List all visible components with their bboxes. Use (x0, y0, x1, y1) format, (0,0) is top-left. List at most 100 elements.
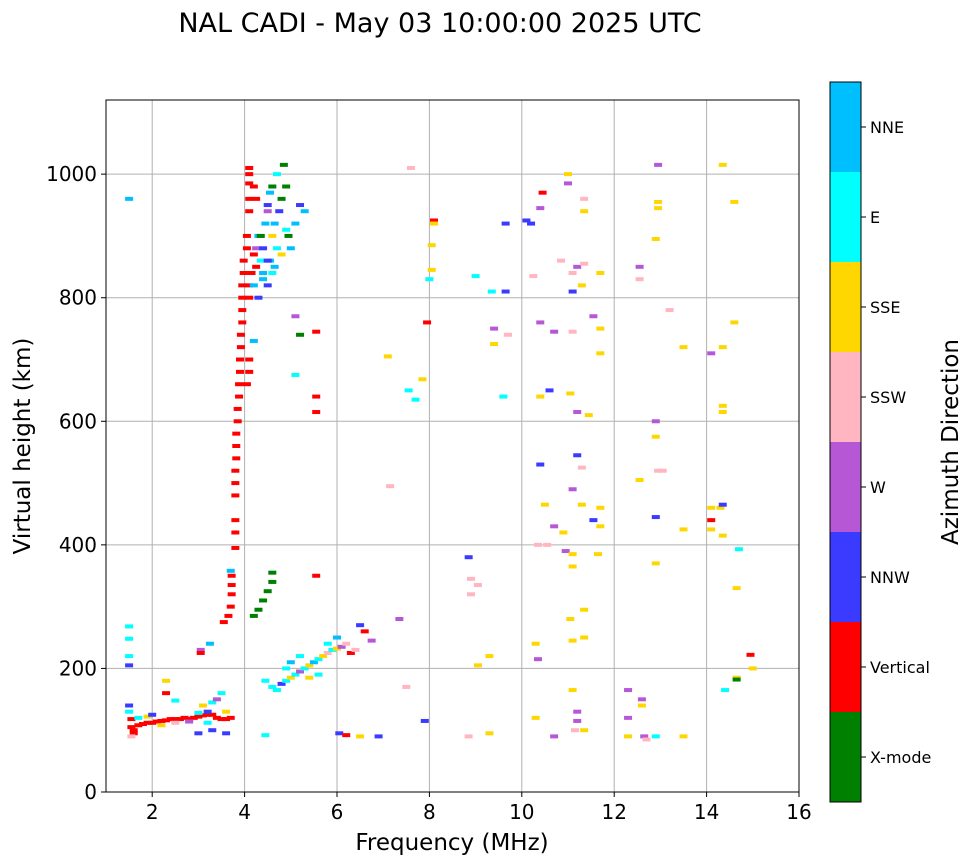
data-point (471, 274, 480, 279)
data-point (238, 295, 247, 300)
data-point (568, 487, 577, 492)
data-point (224, 613, 233, 618)
data-point (531, 641, 540, 646)
data-point (249, 184, 258, 189)
x-tick-label: 16 (786, 800, 811, 824)
data-point (125, 624, 134, 629)
data-point (247, 271, 256, 275)
data-point (640, 734, 649, 739)
data-point (566, 391, 575, 396)
data-point (245, 369, 254, 374)
data-point (589, 314, 598, 319)
data-point (277, 196, 286, 201)
data-point (466, 592, 475, 597)
data-point (718, 345, 727, 350)
data-point (637, 703, 646, 708)
data-point (125, 196, 134, 201)
data-point (231, 481, 240, 486)
data-point (596, 351, 605, 356)
data-point (231, 545, 240, 550)
data-point (716, 505, 725, 510)
data-point (249, 252, 258, 257)
data-point (561, 549, 570, 554)
data-point (171, 698, 180, 703)
data-point (226, 568, 235, 573)
data-point (550, 734, 559, 739)
x-tick-label: 2 (146, 800, 159, 824)
data-point (268, 684, 277, 689)
data-point (342, 641, 351, 646)
data-point (386, 484, 395, 489)
data-point (125, 654, 134, 659)
data-point (185, 719, 194, 724)
data-point (564, 172, 572, 177)
data-point (559, 530, 568, 535)
data-point (222, 717, 231, 722)
data-point (127, 717, 136, 722)
data-point (573, 264, 582, 269)
data-point (501, 289, 510, 294)
data-point (291, 221, 300, 226)
data-point (734, 547, 743, 552)
data-point (231, 493, 240, 498)
data-point (282, 184, 291, 189)
data-point (568, 289, 577, 294)
x-axis-label: Frequency (MHz) (355, 830, 548, 856)
data-point (501, 221, 510, 226)
data-point (314, 672, 323, 677)
data-point (642, 737, 651, 742)
y-axis-ticks: 0 200 400 600 800 1000 (46, 162, 106, 804)
data-point (300, 209, 309, 214)
data-point (404, 388, 413, 393)
colorbar-category-label: W (870, 478, 886, 497)
data-point (580, 607, 589, 612)
data-point (171, 720, 180, 725)
data-point (580, 635, 589, 640)
y-tick-label: 400 (59, 533, 97, 557)
data-point (134, 715, 143, 720)
data-point (232, 431, 241, 436)
data-point (566, 617, 575, 621)
colorbar-category-label: Vertical (870, 658, 930, 677)
data-point (138, 722, 147, 727)
data-point (286, 246, 295, 251)
data-point (208, 700, 217, 705)
data-point (282, 666, 291, 671)
data-point (245, 181, 254, 186)
data-point (337, 644, 346, 649)
data-point (351, 647, 360, 652)
data-point (263, 258, 272, 263)
data-points (125, 162, 757, 742)
data-point (356, 623, 365, 628)
data-point (577, 502, 586, 507)
data-point (367, 638, 376, 643)
data-point (328, 647, 337, 652)
data-point (573, 718, 582, 723)
data-point (222, 709, 231, 714)
colorbar-swatch (830, 442, 861, 532)
data-point (637, 697, 646, 702)
data-point (231, 468, 240, 473)
data-point (199, 713, 208, 718)
data-point (360, 629, 369, 634)
data-point (540, 502, 549, 507)
data-point (718, 410, 727, 415)
data-point (143, 714, 152, 719)
data-point (266, 190, 275, 195)
colorbar-swatch (830, 712, 861, 802)
data-point (374, 734, 383, 739)
data-point (718, 403, 727, 408)
y-tick-label: 800 (59, 286, 97, 310)
data-point (245, 357, 254, 362)
data-point (651, 237, 660, 242)
data-point (651, 434, 660, 439)
data-point (596, 524, 605, 529)
data-point (427, 243, 436, 248)
colorbar-category-label: X-mode (870, 748, 931, 767)
data-point (199, 703, 208, 708)
data-point (291, 314, 300, 319)
data-point (134, 723, 143, 728)
data-point (162, 691, 171, 696)
data-point (268, 184, 277, 189)
